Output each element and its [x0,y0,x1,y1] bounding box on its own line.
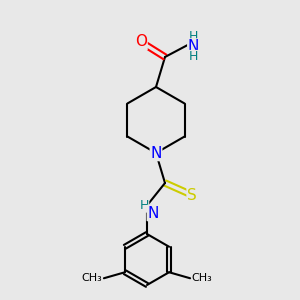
Text: N: N [147,206,159,220]
Text: CH₃: CH₃ [192,273,212,283]
Text: N: N [188,39,199,54]
Text: H: H [189,50,198,64]
Text: O: O [135,34,147,50]
Text: H: H [139,199,149,212]
Text: S: S [187,188,197,202]
Text: CH₃: CH₃ [82,273,102,283]
Text: H: H [189,29,198,43]
Text: N: N [150,146,162,160]
